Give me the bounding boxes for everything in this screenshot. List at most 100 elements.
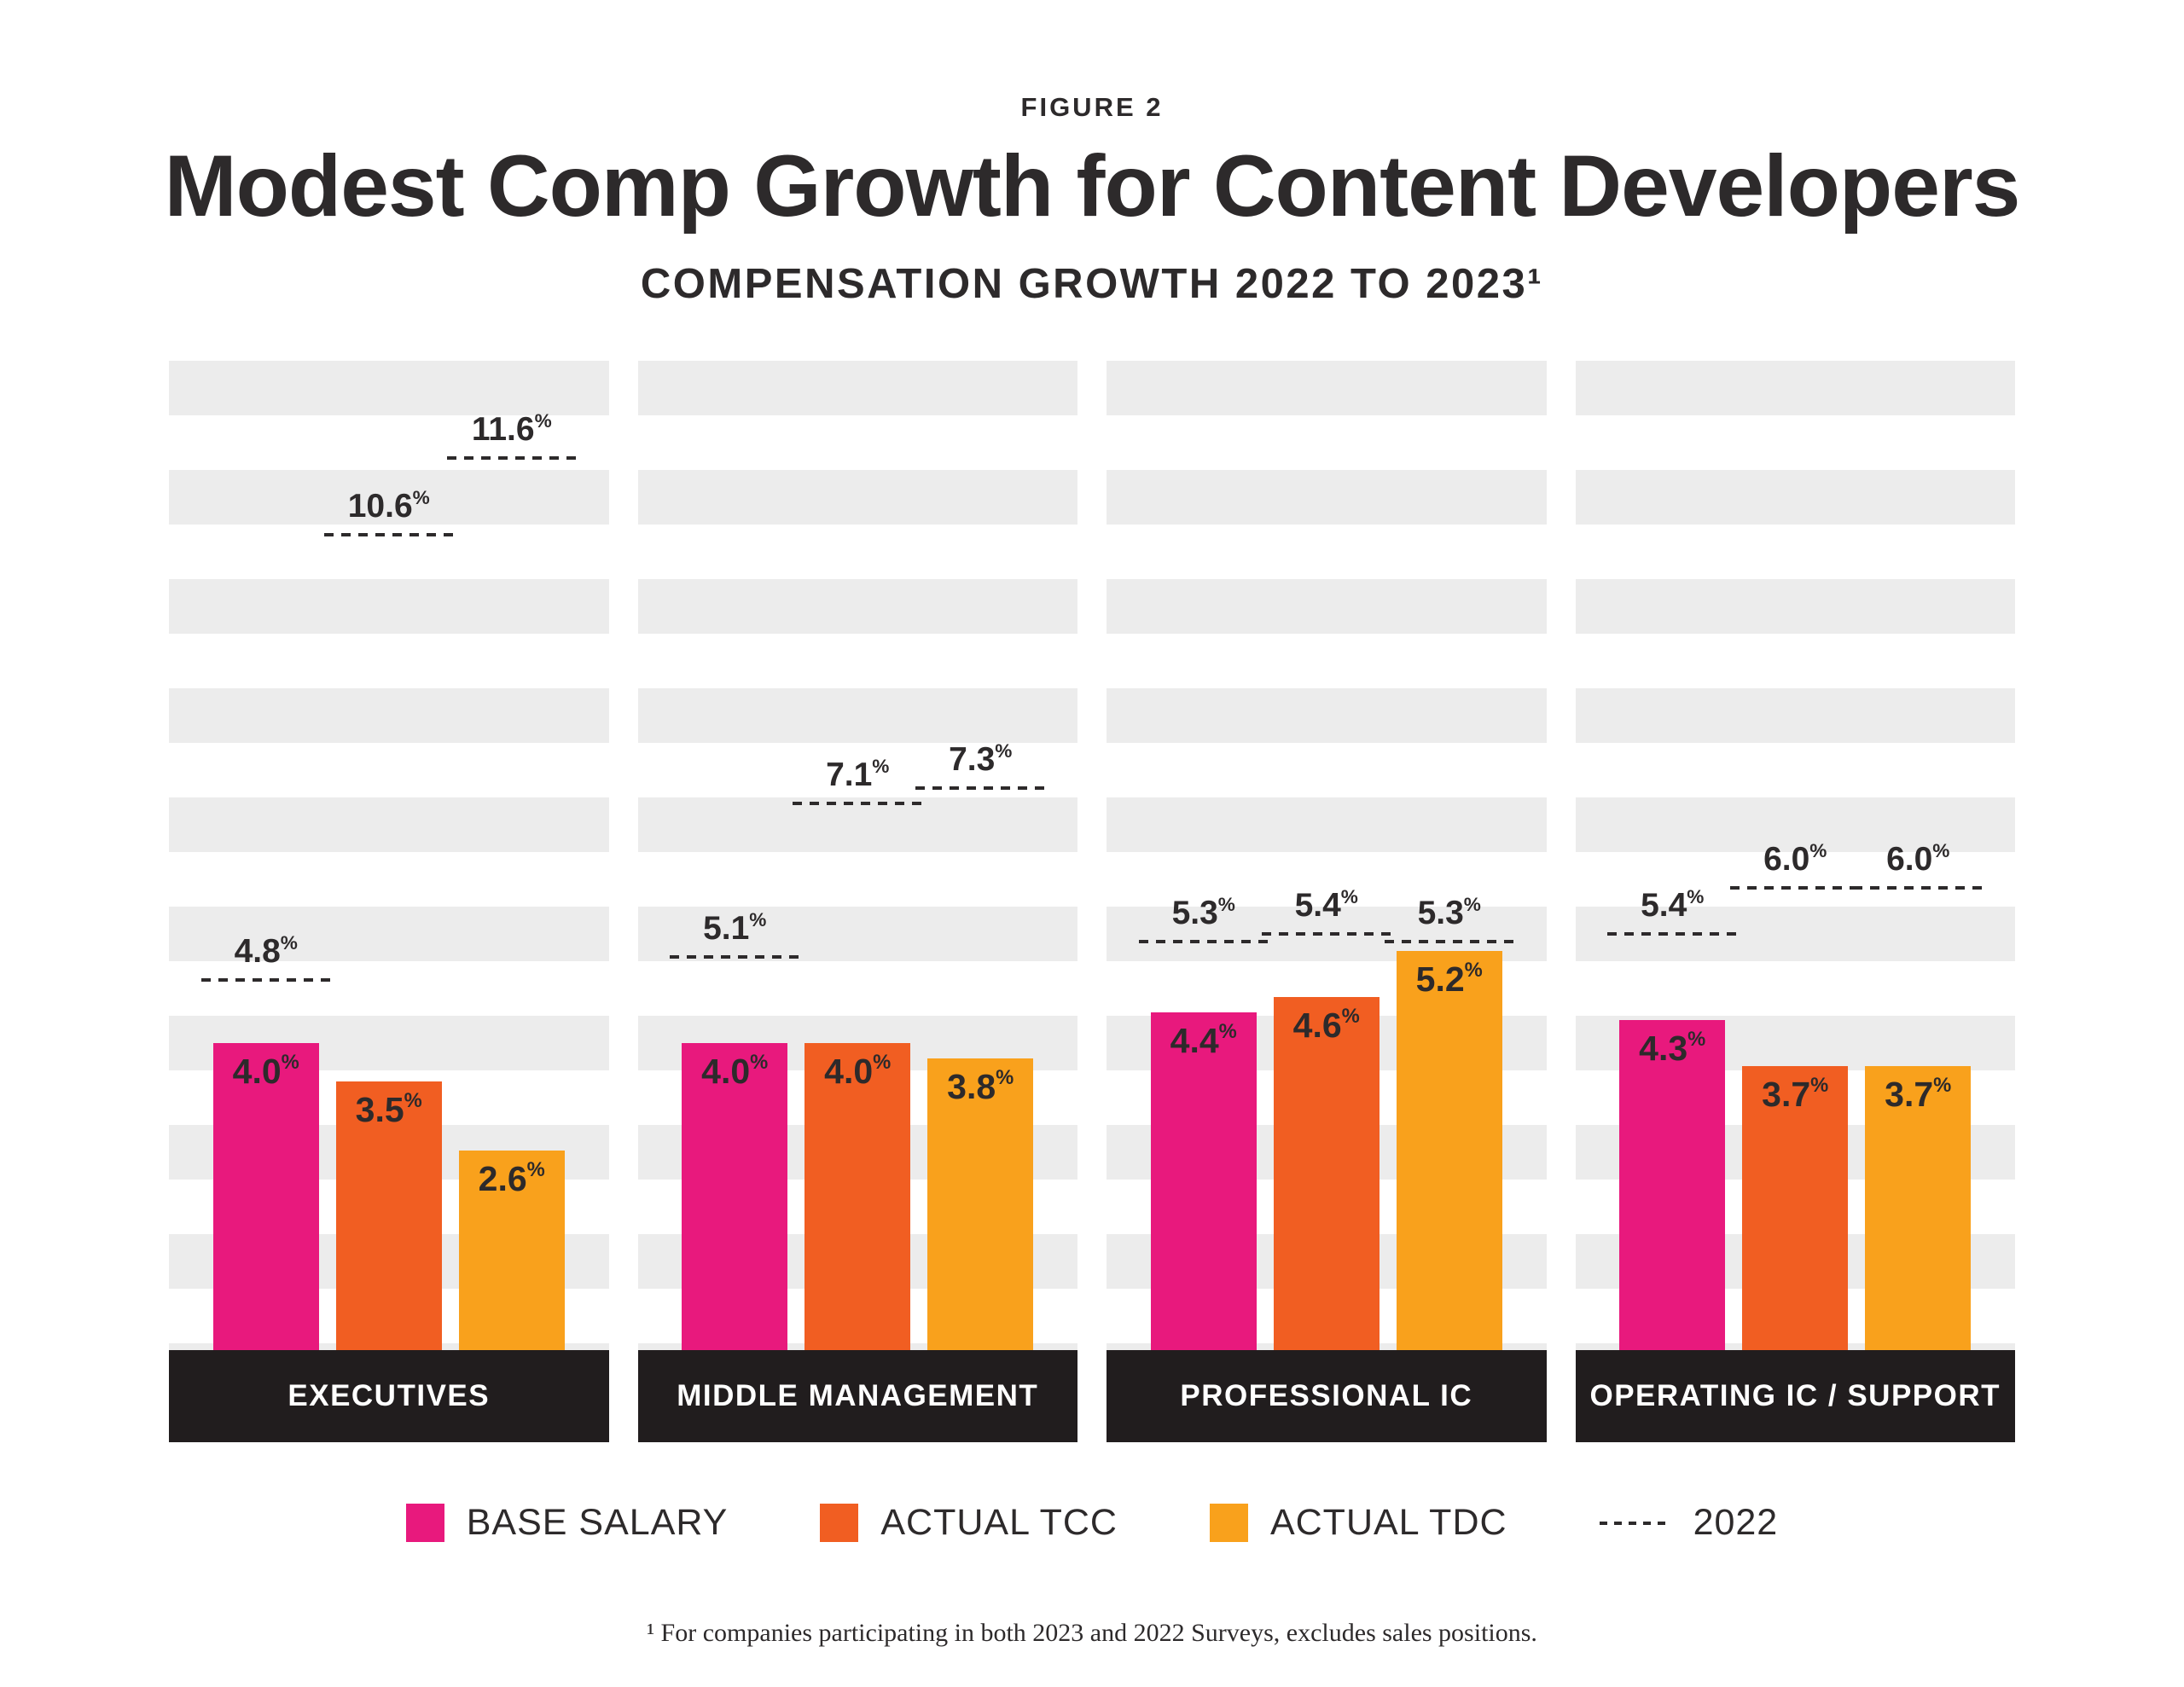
marker-2022: 10.6% [323,486,454,536]
marker-2022: 7.1% [793,755,923,805]
marker-2022-value: 7.3% [949,739,1013,778]
bar-value-label: 4.0% [824,1050,892,1091]
dashed-line-2022 [670,955,800,959]
bar-base-salary: 4.3% [1619,1020,1726,1350]
bar-actual-tdc: 3.7% [1865,1066,1972,1350]
bar-base-salary: 4.4% [1150,1012,1257,1350]
percent-sign: % [995,739,1013,762]
percent-sign: % [1218,1019,1237,1043]
dashed-line-2022 [1138,940,1269,943]
legend-swatch-icon [1209,1504,1248,1542]
marker-2022-value: 5.4% [1294,885,1358,924]
bar-value-label: 5.2% [1415,958,1483,999]
bar-value-label: 4.0% [701,1050,769,1091]
group-label: OPERATING IC / SUPPORT [1575,1350,2015,1442]
bar-actual-tdc: 3.8% [927,1058,1034,1350]
bar-actual-tcc: 3.5% [335,1081,442,1350]
percent-sign: % [1687,1027,1706,1051]
marker-2022-value: 5.3% [1417,893,1481,931]
bar-base-salary: 4.0% [682,1043,788,1350]
legend-item-actual-tdc: ACTUAL TDC [1209,1502,1507,1544]
percent-sign: % [534,409,552,432]
legend-label: ACTUAL TDC [1269,1502,1507,1543]
marker-2022: 5.3% [1138,893,1269,943]
percent-sign: % [1932,839,1950,861]
dashed-line-2022 [915,786,1046,790]
plot-area: 5.1% 7.1% 7.3% 4.0% 4.0% 3.8% [637,361,1078,1350]
bar-actual-tcc: 3.7% [1742,1066,1849,1350]
percent-sign: % [1341,1004,1360,1028]
dashed-line-2022 [446,456,577,460]
marker-2022: 7.3% [915,739,1046,790]
percent-sign: % [404,1088,422,1112]
bar-value-label: 4.6% [1292,1004,1360,1045]
dashed-line-2022 [1384,940,1514,943]
marker-2022-value: 11.6% [471,409,552,448]
legend: BASE SALARY ACTUAL TCC ACTUAL TDC 2022 [0,1502,2184,1544]
dashed-line-2022 [1730,886,1861,890]
bar-value-label: 3.7% [1762,1073,1829,1114]
plot-area: 5.4% 6.0% 6.0% 4.3% 3.7% 3.7% [1575,361,2016,1350]
bar-value-label: 3.5% [355,1088,422,1129]
bar-actual-tdc: 5.2% [1396,951,1502,1350]
marker-2022: 5.3% [1384,893,1514,943]
chart-panel: 4.8% 10.6% 11.6% 4.0% 3.5% 2.6% EXECUTIVES [169,361,609,1442]
legend-item-actual-tcc: ACTUAL TCC [820,1502,1118,1544]
bar-value-label: 4.0% [232,1050,299,1091]
legend-label: 2022 [1693,1502,1779,1543]
bar-value-label: 4.3% [1639,1027,1706,1068]
percent-sign: % [749,908,767,930]
percent-sign: % [1809,839,1827,861]
group-label: PROFESSIONAL IC [1107,1350,1547,1442]
marker-2022-value: 6.0% [1886,839,1950,878]
group-label: MIDDLE MANAGEMENT [637,1350,1077,1442]
legend-label: ACTUAL TCC [880,1502,1118,1543]
bar-value-label: 3.8% [947,1065,1014,1106]
marker-2022: 11.6% [446,409,577,460]
marker-2022: 5.4% [1261,885,1391,936]
dashed-line-2022 [323,533,454,536]
percent-sign: % [1933,1073,1952,1097]
legend-swatch-icon [405,1504,444,1542]
dashed-line-2022 [1607,932,1738,936]
dashed-line-2022 [793,802,923,805]
legend-label: BASE SALARY [466,1502,729,1543]
footnote: ¹ For companies participating in both 20… [647,1619,1537,1647]
legend-swatch-icon [820,1504,859,1542]
percent-sign: % [1687,885,1705,907]
bar-group: 4.0% 3.5% 2.6% [169,1043,609,1350]
percent-sign: % [1464,958,1483,982]
plot-area: 5.3% 5.4% 5.3% 4.4% 4.6% 5.2% [1107,361,1547,1350]
group-label: EXECUTIVES [169,1350,609,1442]
chart-subtitle: COMPENSATION GROWTH 2022 TO 2023¹ [640,261,1544,307]
marker-2022: 4.8% [200,932,331,982]
bar-value-label: 2.6% [478,1157,545,1198]
marker-2022-value: 7.1% [826,755,890,793]
percent-sign: % [1810,1073,1829,1097]
percent-sign: % [872,755,890,777]
percent-sign: % [873,1050,892,1074]
figure-label: FIGURE 2 [1020,92,1164,122]
percent-sign: % [1340,885,1358,907]
chart-panel: 5.3% 5.4% 5.3% 4.4% 4.6% 5.2% PROFESSIONAL IC [1107,361,1547,1442]
bar-actual-tdc: 2.6% [458,1151,565,1350]
bar-value-label: 3.7% [1885,1073,1952,1114]
percent-sign: % [412,486,430,508]
bar-group: 4.0% 4.0% 3.8% [638,1043,1078,1350]
bar-group: 4.3% 3.7% 3.7% [1576,1020,2016,1350]
percent-sign: % [996,1065,1014,1089]
marker-2022-value: 5.3% [1171,893,1235,931]
legend-item-2022: 2022 [1599,1502,1779,1544]
marker-2022: 5.4% [1607,885,1738,936]
bar-actual-tcc: 4.0% [804,1043,911,1350]
chart-panel: 5.4% 6.0% 6.0% 4.3% 3.7% 3.7% OPERATING IC / S… [1575,361,2016,1442]
bar-value-label: 4.4% [1170,1019,1237,1060]
bar-actual-tcc: 4.6% [1273,997,1380,1350]
chart-panel: 5.1% 7.1% 7.3% 4.0% 4.0% 3.8% MIDDLE MANAGEMEN… [637,361,1078,1442]
marker-2022-value: 10.6% [347,486,430,525]
marker-2022-value: 5.1% [703,908,767,947]
legend-dashed-line-icon [1599,1521,1671,1525]
marker-2022: 5.1% [670,908,800,959]
dashed-line-2022 [1853,886,1984,890]
